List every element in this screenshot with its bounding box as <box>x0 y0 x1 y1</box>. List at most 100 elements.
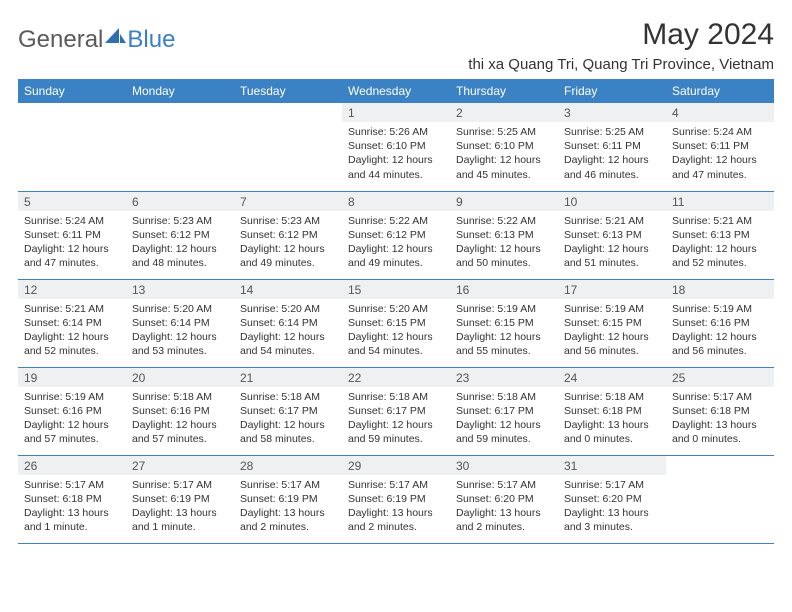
calendar-day-cell: 9Sunrise: 5:22 AMSunset: 6:13 PMDaylight… <box>450 191 558 279</box>
calendar-day-cell: 27Sunrise: 5:17 AMSunset: 6:19 PMDayligh… <box>126 455 234 543</box>
day-number: 24 <box>558 368 666 387</box>
day-number: 20 <box>126 368 234 387</box>
day-number: 17 <box>558 280 666 299</box>
day-number: 13 <box>126 280 234 299</box>
calendar-day-cell: 13Sunrise: 5:20 AMSunset: 6:14 PMDayligh… <box>126 279 234 367</box>
day-number: 7 <box>234 192 342 211</box>
day-number: 11 <box>666 192 774 211</box>
day-details: Sunrise: 5:17 AMSunset: 6:20 PMDaylight:… <box>558 475 666 535</box>
day-of-week-header-row: SundayMondayTuesdayWednesdayThursdayFrid… <box>18 79 774 103</box>
day-number: 9 <box>450 192 558 211</box>
day-details: Sunrise: 5:19 AMSunset: 6:15 PMDaylight:… <box>450 299 558 359</box>
calendar-day-cell: 6Sunrise: 5:23 AMSunset: 6:12 PMDaylight… <box>126 191 234 279</box>
calendar-day-cell: 10Sunrise: 5:21 AMSunset: 6:13 PMDayligh… <box>558 191 666 279</box>
logo: General Blue <box>18 26 175 54</box>
logo-sail-icon <box>105 28 127 51</box>
calendar-week-row: 12Sunrise: 5:21 AMSunset: 6:14 PMDayligh… <box>18 279 774 367</box>
calendar-day-cell: 7Sunrise: 5:23 AMSunset: 6:12 PMDaylight… <box>234 191 342 279</box>
calendar-week-row: 5Sunrise: 5:24 AMSunset: 6:11 PMDaylight… <box>18 191 774 279</box>
day-details: Sunrise: 5:19 AMSunset: 6:15 PMDaylight:… <box>558 299 666 359</box>
day-number: 30 <box>450 456 558 475</box>
day-details: Sunrise: 5:19 AMSunset: 6:16 PMDaylight:… <box>666 299 774 359</box>
day-details: Sunrise: 5:24 AMSunset: 6:11 PMDaylight:… <box>666 122 774 182</box>
calendar-day-cell: 20Sunrise: 5:18 AMSunset: 6:16 PMDayligh… <box>126 367 234 455</box>
calendar-day-cell <box>234 103 342 191</box>
calendar-day-cell <box>666 455 774 543</box>
day-number: 26 <box>18 456 126 475</box>
day-number: 25 <box>666 368 774 387</box>
day-details: Sunrise: 5:18 AMSunset: 6:16 PMDaylight:… <box>126 387 234 447</box>
calendar-day-cell: 21Sunrise: 5:18 AMSunset: 6:17 PMDayligh… <box>234 367 342 455</box>
day-of-week-header: Thursday <box>450 79 558 103</box>
calendar-day-cell: 29Sunrise: 5:17 AMSunset: 6:19 PMDayligh… <box>342 455 450 543</box>
day-details: Sunrise: 5:21 AMSunset: 6:13 PMDaylight:… <box>666 211 774 271</box>
day-details: Sunrise: 5:17 AMSunset: 6:19 PMDaylight:… <box>234 475 342 535</box>
day-of-week-header: Monday <box>126 79 234 103</box>
calendar-day-cell: 28Sunrise: 5:17 AMSunset: 6:19 PMDayligh… <box>234 455 342 543</box>
day-number: 28 <box>234 456 342 475</box>
day-details: Sunrise: 5:23 AMSunset: 6:12 PMDaylight:… <box>234 211 342 271</box>
calendar-day-cell: 3Sunrise: 5:25 AMSunset: 6:11 PMDaylight… <box>558 103 666 191</box>
calendar-day-cell: 17Sunrise: 5:19 AMSunset: 6:15 PMDayligh… <box>558 279 666 367</box>
day-details: Sunrise: 5:21 AMSunset: 6:13 PMDaylight:… <box>558 211 666 271</box>
day-number: 4 <box>666 103 774 122</box>
calendar-table: SundayMondayTuesdayWednesdayThursdayFrid… <box>18 79 774 544</box>
calendar-week-row: 1Sunrise: 5:26 AMSunset: 6:10 PMDaylight… <box>18 103 774 191</box>
calendar-day-cell: 24Sunrise: 5:18 AMSunset: 6:18 PMDayligh… <box>558 367 666 455</box>
day-details: Sunrise: 5:20 AMSunset: 6:14 PMDaylight:… <box>234 299 342 359</box>
calendar-day-cell: 26Sunrise: 5:17 AMSunset: 6:18 PMDayligh… <box>18 455 126 543</box>
day-details: Sunrise: 5:18 AMSunset: 6:17 PMDaylight:… <box>450 387 558 447</box>
day-number: 14 <box>234 280 342 299</box>
calendar-day-cell: 8Sunrise: 5:22 AMSunset: 6:12 PMDaylight… <box>342 191 450 279</box>
day-of-week-header: Wednesday <box>342 79 450 103</box>
calendar-day-cell: 30Sunrise: 5:17 AMSunset: 6:20 PMDayligh… <box>450 455 558 543</box>
day-details: Sunrise: 5:22 AMSunset: 6:12 PMDaylight:… <box>342 211 450 271</box>
day-number: 27 <box>126 456 234 475</box>
calendar-day-cell: 4Sunrise: 5:24 AMSunset: 6:11 PMDaylight… <box>666 103 774 191</box>
calendar-day-cell: 16Sunrise: 5:19 AMSunset: 6:15 PMDayligh… <box>450 279 558 367</box>
calendar-day-cell: 18Sunrise: 5:19 AMSunset: 6:16 PMDayligh… <box>666 279 774 367</box>
logo-text-blue: Blue <box>127 26 175 54</box>
day-details: Sunrise: 5:25 AMSunset: 6:10 PMDaylight:… <box>450 122 558 182</box>
day-details: Sunrise: 5:26 AMSunset: 6:10 PMDaylight:… <box>342 122 450 182</box>
calendar-day-cell: 14Sunrise: 5:20 AMSunset: 6:14 PMDayligh… <box>234 279 342 367</box>
calendar-day-cell <box>18 103 126 191</box>
day-number: 15 <box>342 280 450 299</box>
day-details: Sunrise: 5:20 AMSunset: 6:14 PMDaylight:… <box>126 299 234 359</box>
location-text: thi xa Quang Tri, Quang Tri Province, Vi… <box>468 56 774 73</box>
day-details: Sunrise: 5:20 AMSunset: 6:15 PMDaylight:… <box>342 299 450 359</box>
day-number: 12 <box>18 280 126 299</box>
day-number: 8 <box>342 192 450 211</box>
day-number <box>234 103 342 122</box>
day-number: 10 <box>558 192 666 211</box>
day-number: 2 <box>450 103 558 122</box>
day-details: Sunrise: 5:17 AMSunset: 6:20 PMDaylight:… <box>450 475 558 535</box>
calendar-day-cell: 12Sunrise: 5:21 AMSunset: 6:14 PMDayligh… <box>18 279 126 367</box>
day-details: Sunrise: 5:25 AMSunset: 6:11 PMDaylight:… <box>558 122 666 182</box>
day-of-week-header: Saturday <box>666 79 774 103</box>
day-of-week-header: Friday <box>558 79 666 103</box>
day-number <box>126 103 234 122</box>
calendar-day-cell: 1Sunrise: 5:26 AMSunset: 6:10 PMDaylight… <box>342 103 450 191</box>
day-details: Sunrise: 5:18 AMSunset: 6:17 PMDaylight:… <box>234 387 342 447</box>
header: General Blue May 2024 thi xa Quang Tri, … <box>18 18 774 73</box>
calendar-day-cell: 31Sunrise: 5:17 AMSunset: 6:20 PMDayligh… <box>558 455 666 543</box>
calendar-day-cell: 15Sunrise: 5:20 AMSunset: 6:15 PMDayligh… <box>342 279 450 367</box>
day-details: Sunrise: 5:17 AMSunset: 6:19 PMDaylight:… <box>126 475 234 535</box>
day-details: Sunrise: 5:19 AMSunset: 6:16 PMDaylight:… <box>18 387 126 447</box>
day-number: 1 <box>342 103 450 122</box>
day-details: Sunrise: 5:22 AMSunset: 6:13 PMDaylight:… <box>450 211 558 271</box>
day-number: 31 <box>558 456 666 475</box>
calendar-week-row: 19Sunrise: 5:19 AMSunset: 6:16 PMDayligh… <box>18 367 774 455</box>
day-number: 19 <box>18 368 126 387</box>
calendar-day-cell: 19Sunrise: 5:19 AMSunset: 6:16 PMDayligh… <box>18 367 126 455</box>
month-title: May 2024 <box>468 18 774 52</box>
day-details: Sunrise: 5:17 AMSunset: 6:18 PMDaylight:… <box>18 475 126 535</box>
day-details: Sunrise: 5:17 AMSunset: 6:19 PMDaylight:… <box>342 475 450 535</box>
day-details: Sunrise: 5:17 AMSunset: 6:18 PMDaylight:… <box>666 387 774 447</box>
calendar-day-cell: 5Sunrise: 5:24 AMSunset: 6:11 PMDaylight… <box>18 191 126 279</box>
day-number: 22 <box>342 368 450 387</box>
calendar-week-row: 26Sunrise: 5:17 AMSunset: 6:18 PMDayligh… <box>18 455 774 543</box>
day-number <box>18 103 126 122</box>
day-details: Sunrise: 5:18 AMSunset: 6:17 PMDaylight:… <box>342 387 450 447</box>
